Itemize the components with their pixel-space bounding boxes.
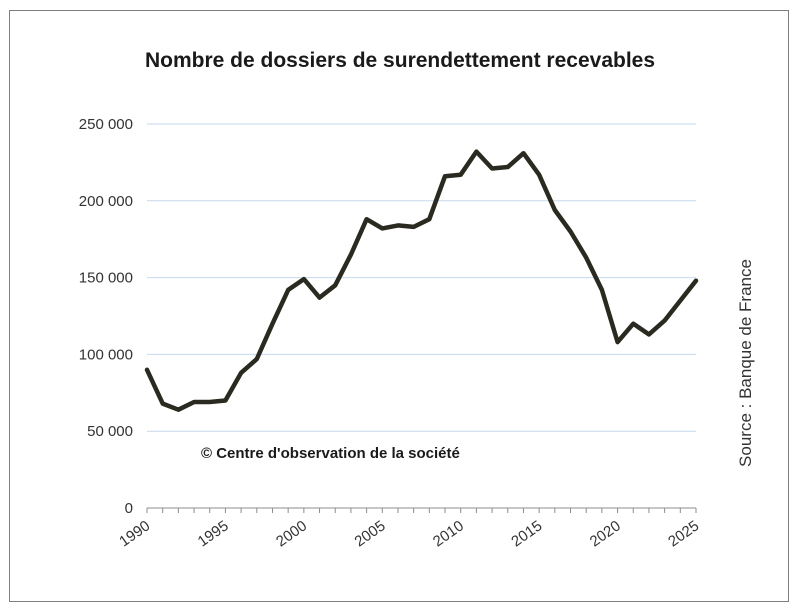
x-tick-label: 2010 (430, 517, 467, 550)
x-tick-label: 2015 (508, 517, 545, 550)
x-tick-label: 1995 (195, 517, 232, 550)
x-tick-label: 2025 (665, 517, 702, 550)
y-tick-label: 0 (125, 500, 133, 517)
y-tick-label: 200 000 (79, 193, 133, 210)
chart-title: Nombre de dossiers de surendettement rec… (144, 49, 656, 72)
series-line (144, 149, 699, 412)
x-tick-label: 2020 (587, 517, 624, 550)
copyright-annotation: © Centre d'observation de la société (201, 445, 460, 462)
y-tick-label: 150 000 (79, 270, 133, 287)
x-tick-label: 2000 (273, 517, 310, 550)
x-tick-label: 2005 (351, 517, 388, 550)
source-label: Source : Banque de France (736, 259, 755, 467)
y-tick-label: 100 000 (79, 346, 133, 363)
y-tick-label: 250 000 (79, 116, 133, 133)
x-tick-label: 1990 (116, 517, 153, 550)
y-tick-label: 50 000 (87, 423, 133, 440)
chart-frame: Nombre de dossiers de surendettement rec… (9, 10, 789, 602)
chart-svg: 0 50 000 100 000 150 000 200 000 250 000 1990 1… (79, 116, 755, 550)
